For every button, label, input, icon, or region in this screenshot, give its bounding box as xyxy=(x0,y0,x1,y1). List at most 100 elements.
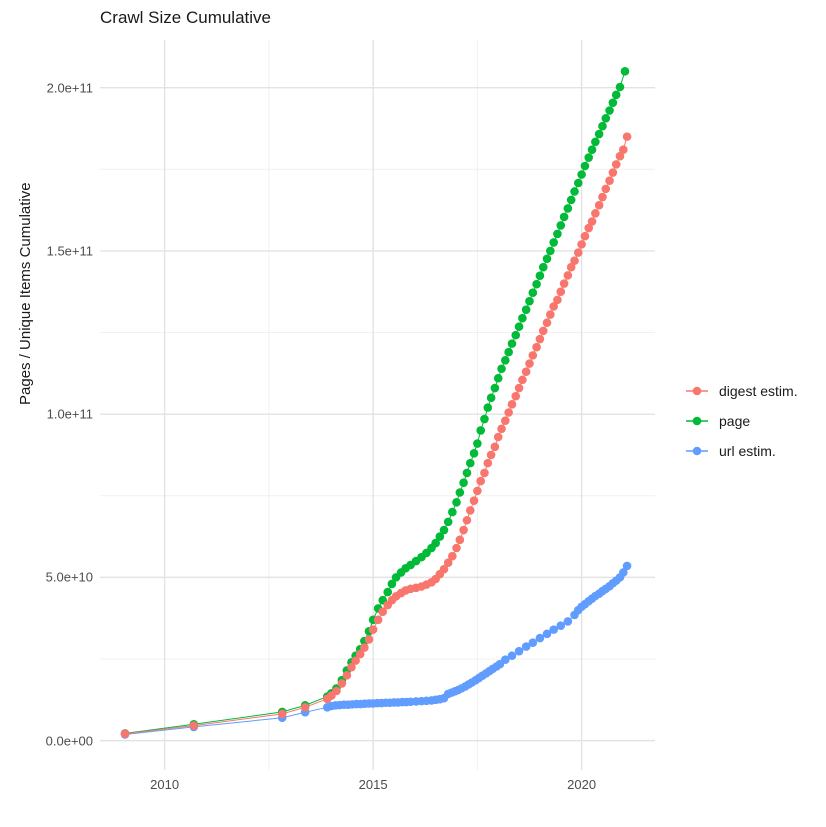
data-point xyxy=(501,416,510,425)
legend-item-page: page xyxy=(684,406,824,436)
gridlines-minor xyxy=(100,40,655,770)
data-point xyxy=(528,351,538,360)
legend-label-digest-estim: digest estim. xyxy=(719,383,798,399)
data-point xyxy=(566,262,576,272)
data-point xyxy=(337,679,347,688)
data-point xyxy=(601,184,611,194)
data-point xyxy=(611,90,621,100)
data-point xyxy=(594,200,604,210)
data-point xyxy=(501,655,510,664)
data-point xyxy=(619,145,628,154)
data-point xyxy=(120,729,130,739)
data-point xyxy=(570,256,579,265)
data-point xyxy=(355,649,365,659)
data-point xyxy=(615,151,625,161)
data-point xyxy=(476,426,486,435)
legend-label-url-estim: url estim. xyxy=(719,443,776,459)
data-point xyxy=(480,468,489,478)
data-point xyxy=(591,209,600,218)
data-point xyxy=(525,359,534,368)
data-point xyxy=(504,408,513,417)
data-point xyxy=(549,625,558,634)
data-point xyxy=(448,507,457,517)
legend-key-page-icon xyxy=(686,416,708,426)
data-point xyxy=(518,375,527,385)
data-point xyxy=(452,497,461,507)
data-point xyxy=(347,662,356,672)
data-point xyxy=(364,635,374,644)
data-point xyxy=(277,709,287,719)
data-point xyxy=(452,543,461,553)
data-point xyxy=(483,458,493,468)
data-point xyxy=(605,176,614,186)
series-line-url-estim- xyxy=(124,565,628,735)
data-point xyxy=(476,476,486,486)
data-point xyxy=(511,391,521,401)
data-point xyxy=(465,506,475,515)
x-tick-label: 2015 xyxy=(358,777,388,792)
data-point xyxy=(469,449,479,458)
data-point xyxy=(501,355,510,365)
gridlines-major xyxy=(100,40,655,770)
data-point xyxy=(587,145,597,154)
data-point xyxy=(342,671,352,680)
data-point xyxy=(538,262,548,272)
legend-label-page: page xyxy=(719,413,751,429)
data-point xyxy=(473,439,482,448)
data-point xyxy=(439,564,449,574)
data-point xyxy=(459,525,468,535)
data-point xyxy=(518,313,527,323)
data-point xyxy=(465,458,475,468)
data-point xyxy=(528,638,538,647)
data-point xyxy=(577,170,586,179)
data-point xyxy=(493,432,503,442)
data-point xyxy=(542,254,552,264)
data-point xyxy=(577,240,586,249)
data-point xyxy=(546,246,555,256)
data-point xyxy=(448,551,457,561)
data-point xyxy=(378,607,388,616)
data-point xyxy=(563,271,573,280)
data-point xyxy=(521,642,531,651)
y-axis-title: Pages / Unique Items Cumulative xyxy=(17,182,34,405)
data-point xyxy=(480,414,489,424)
series-points-page xyxy=(120,67,630,738)
data-point xyxy=(490,442,500,452)
data-point xyxy=(591,137,600,147)
data-point xyxy=(556,621,566,630)
data-point xyxy=(611,160,621,169)
data-point xyxy=(511,330,521,340)
data-point xyxy=(559,212,569,222)
data-point xyxy=(584,223,594,233)
data-point xyxy=(553,229,562,239)
series-points-url-estim- xyxy=(120,561,632,739)
data-point xyxy=(542,629,552,639)
legend-key-url-estim-icon xyxy=(686,446,708,456)
data-point xyxy=(507,651,517,661)
data-point xyxy=(566,195,576,205)
data-point xyxy=(619,568,628,577)
data-point xyxy=(580,231,590,241)
data-point xyxy=(584,153,594,162)
data-point xyxy=(542,318,552,328)
data-point xyxy=(431,538,440,548)
data-point xyxy=(622,561,632,571)
series-line-digest-estim- xyxy=(124,136,628,735)
data-point xyxy=(439,525,449,535)
data-point xyxy=(532,279,541,289)
y-tick-label: 1.5e+11 xyxy=(46,243,93,259)
data-point xyxy=(528,288,538,297)
data-point xyxy=(587,217,597,226)
data-point xyxy=(462,515,472,525)
data-point xyxy=(507,400,517,409)
data-point xyxy=(514,646,524,656)
data-point xyxy=(622,132,632,141)
data-point xyxy=(387,579,397,589)
data-point xyxy=(553,295,562,305)
data-point xyxy=(549,238,558,247)
data-point xyxy=(435,532,445,541)
data-point xyxy=(525,296,534,306)
data-point xyxy=(504,347,513,357)
data-point xyxy=(514,322,524,331)
series-points xyxy=(120,67,632,739)
